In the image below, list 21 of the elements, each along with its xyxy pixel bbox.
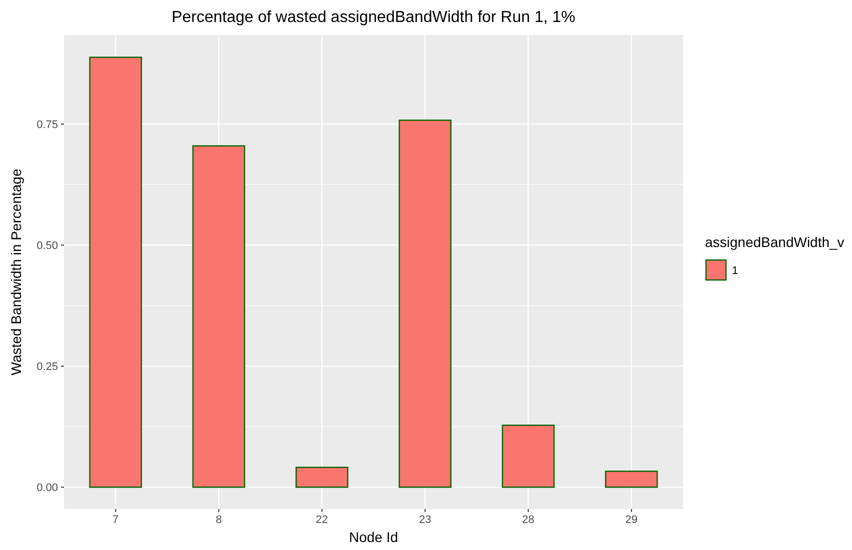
x-axis-title: Node Id	[348, 529, 398, 545]
bar	[398, 120, 452, 488]
bar	[605, 470, 658, 488]
x-tick-label: 7	[112, 514, 119, 526]
bar	[89, 56, 142, 488]
x-tick-label: 8	[216, 514, 222, 526]
x-tick-label: 29	[625, 514, 638, 526]
legend-title: assignedBandWidth_v	[705, 234, 844, 250]
y-axis-title: Wasted Bandwidth in Percentage	[8, 168, 24, 376]
legend-label: 1	[732, 265, 738, 277]
x-tick-label: 22	[316, 514, 328, 526]
bar	[502, 424, 555, 488]
y-tick-label: 0.00	[36, 482, 58, 494]
chart-title: Percentage of wasted assignedBandWidth for Run 1, 1%	[172, 9, 576, 26]
y-tick-label: 0.75	[36, 118, 58, 131]
y-tick-label: 0.25	[36, 361, 58, 374]
x-tick-label: 23	[418, 514, 432, 526]
bar	[192, 145, 246, 488]
x-tick-label: 28	[522, 514, 534, 526]
y-tick-label: 0.50	[36, 240, 58, 252]
bar	[296, 466, 348, 488]
